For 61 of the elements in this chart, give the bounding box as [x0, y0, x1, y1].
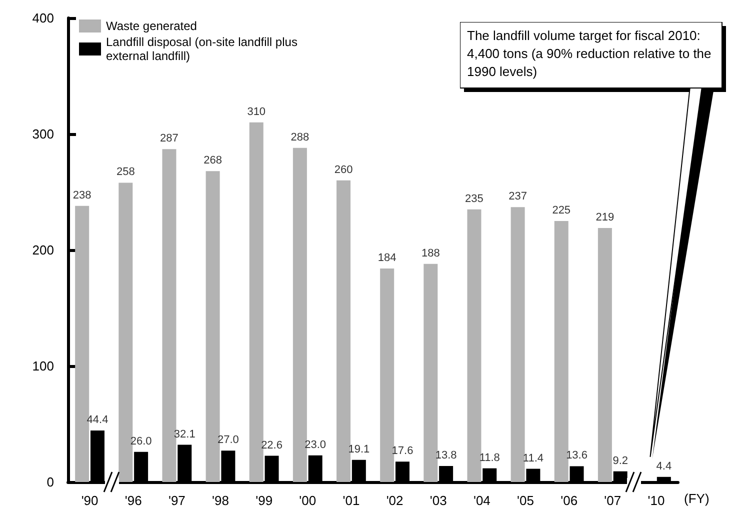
data-label: 22.6: [261, 439, 282, 452]
bar: [336, 180, 351, 482]
data-label: 238: [72, 189, 92, 202]
x-tick-label: '02: [386, 493, 404, 508]
data-label: 225: [552, 204, 571, 216]
bar: [206, 171, 220, 482]
annotation: The landfill volume target for fiscal 2010: 4,400 tons (a 90% reduction relative to the 1990 levels): [467, 27, 712, 81]
y-tick-label: 400: [32, 10, 54, 26]
x-tick-label: '06: [560, 493, 578, 508]
data-label: 13.6: [566, 450, 588, 462]
data-label: 13.8: [435, 449, 457, 462]
x-tick-label: '10: [648, 493, 665, 508]
data-label: 11.4: [522, 452, 544, 464]
data-label: 288: [290, 131, 310, 144]
data-label: 310: [247, 106, 266, 118]
y-tick-label: 0: [46, 474, 54, 490]
data-label: 287: [160, 132, 178, 145]
data-label: 23.0: [304, 438, 326, 451]
x-tick-label: '00: [299, 493, 316, 508]
data-label: 188: [421, 247, 440, 260]
x-tick-label: '90: [81, 493, 98, 508]
bar: [292, 148, 307, 482]
data-label: 268: [204, 154, 222, 167]
legend-label: Landfill disposal (on-site landfill plus external landfill): [106, 35, 301, 63]
bar: [118, 182, 133, 482]
x-tick-label: '05: [517, 493, 534, 508]
x-tick-label: '98: [212, 493, 229, 508]
legend-label: Waste generated: [106, 19, 197, 33]
data-label: 260: [334, 164, 353, 176]
data-label: 258: [116, 166, 135, 178]
data-label: 11.8: [479, 452, 500, 464]
data-label: 219: [596, 211, 614, 224]
x-tick-label: '96: [124, 493, 142, 508]
y-tick-label: 300: [32, 126, 54, 142]
data-label: 237: [508, 190, 527, 203]
x-tick-label: '04: [473, 493, 490, 508]
bar: [467, 209, 482, 482]
x-tick-label: '97: [168, 493, 186, 508]
data-label: 44.4: [86, 414, 108, 426]
data-label: 235: [465, 192, 484, 205]
data-label: 26.0: [130, 435, 152, 448]
bar: [510, 207, 525, 482]
bar: [598, 228, 612, 482]
data-label: 184: [378, 252, 396, 264]
data-label: 9.2: [612, 454, 628, 467]
bar: [424, 264, 438, 482]
bar: [249, 122, 264, 482]
data-label: 32.1: [174, 428, 196, 440]
x-tick-label: '07: [604, 493, 622, 508]
data-label: 27.0: [217, 434, 239, 446]
x-tick-label: '99: [256, 493, 273, 508]
y-tick-label: 100: [32, 358, 54, 374]
data-label: 4.4: [656, 460, 672, 472]
x-tick-label: '03: [430, 493, 447, 508]
data-label: 19.1: [348, 443, 370, 456]
bar: [554, 221, 568, 482]
x-axis-title: (FY): [684, 491, 710, 506]
y-tick-label: 200: [32, 242, 54, 258]
data-label: 17.6: [392, 445, 414, 458]
bar: [380, 268, 394, 482]
x-tick-label: '01: [342, 493, 360, 508]
